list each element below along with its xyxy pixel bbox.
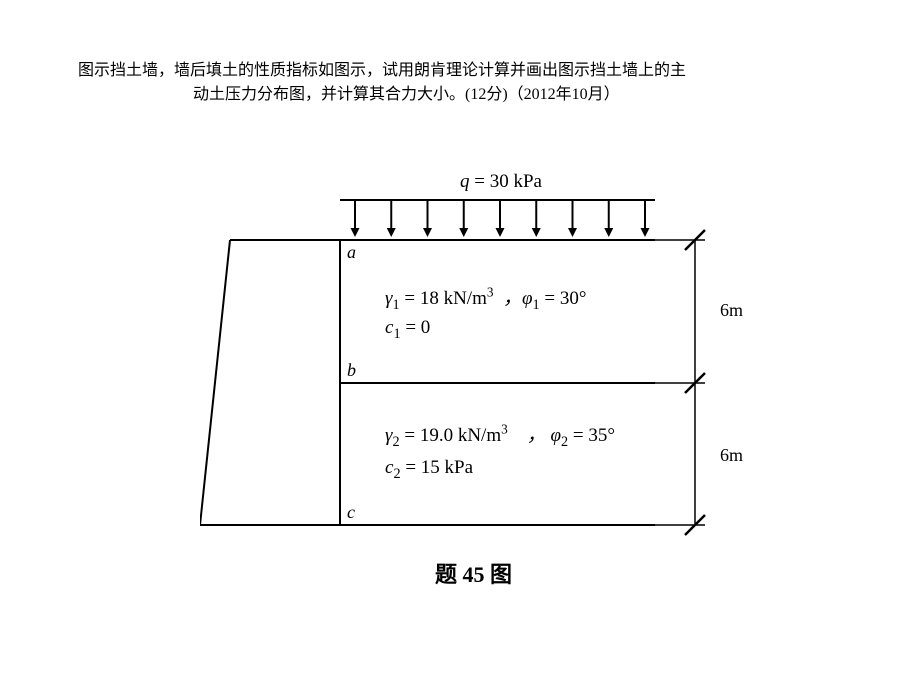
l2-gamma-val: = 19.0 kN/m bbox=[400, 425, 502, 446]
question-line-2: 动土压力分布图，并计算其合力大小。(12分)（2012年10月） bbox=[193, 82, 620, 108]
l2-gamma: γ bbox=[385, 425, 393, 446]
figure-caption: 题 45 图 bbox=[435, 557, 512, 589]
q-value: = 30 kPa bbox=[470, 171, 542, 192]
load-arrows bbox=[351, 200, 650, 237]
retaining-wall-diagram: q = 30 kPa bbox=[200, 195, 760, 595]
l1-gamma-val: = 18 kN/m bbox=[400, 288, 487, 309]
l1-gamma-sub: 1 bbox=[393, 297, 400, 313]
dim-tick-bottom bbox=[655, 515, 705, 535]
l2-c-sub: 2 bbox=[393, 466, 400, 482]
l1-gamma: γ bbox=[385, 288, 393, 309]
l2-phi: ， φ bbox=[527, 425, 561, 446]
l1-phi: ，φ bbox=[503, 288, 533, 309]
point-b-label: b bbox=[347, 360, 356, 381]
l1-c-sub: 1 bbox=[393, 326, 400, 342]
wall-left-edge bbox=[200, 240, 230, 525]
layer2-gamma-phi: γ2 = 19.0 kN/m3 ， φ2 = 35° bbox=[385, 420, 615, 451]
l1-c-val: = 0 bbox=[401, 317, 431, 338]
layer1-gamma-phi: γ1 = 18 kN/m3 ，φ1 = 30° bbox=[385, 283, 587, 314]
dim-tick-mid bbox=[655, 373, 705, 393]
layer2-c: c2 = 15 kPa bbox=[385, 457, 473, 483]
dim-tick-top bbox=[655, 230, 705, 250]
l2-gamma-sub: 2 bbox=[393, 434, 400, 450]
question-line-1: 图示挡土墙，墙后填土的性质指标如图示，试用朗肯理论计算并画出图示挡土墙上的主 bbox=[78, 58, 686, 84]
l2-phi-val: = 35° bbox=[568, 425, 615, 446]
dim-lower: 6m bbox=[720, 445, 743, 466]
surcharge-label: q = 30 kPa bbox=[460, 171, 542, 193]
l1-phi-val: = 30° bbox=[540, 288, 587, 309]
diagram-svg bbox=[200, 195, 760, 595]
dim-upper: 6m bbox=[720, 300, 743, 321]
q-var: q bbox=[460, 171, 470, 192]
point-c-label: c bbox=[347, 502, 355, 523]
point-a-label: a bbox=[347, 242, 356, 263]
layer1-c: c1 = 0 bbox=[385, 317, 430, 343]
l1-gamma-sup: 3 bbox=[487, 285, 494, 300]
l2-c-val: = 15 kPa bbox=[401, 457, 473, 478]
l1-phi-sub: 1 bbox=[533, 297, 540, 313]
l2-gamma-sup: 3 bbox=[501, 422, 508, 437]
